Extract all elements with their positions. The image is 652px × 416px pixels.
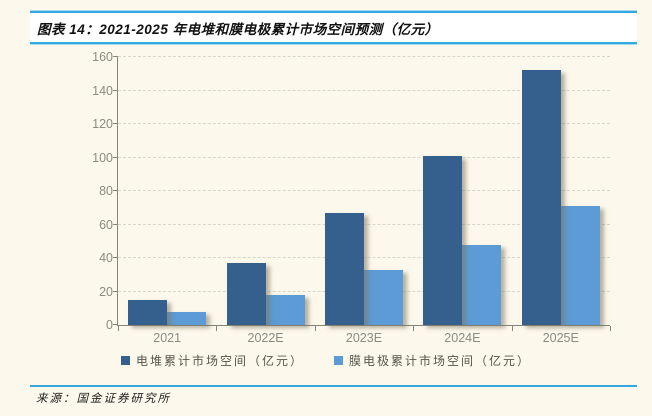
bar-2023E-series2 [364, 269, 403, 325]
grid-line [118, 123, 610, 124]
x-axis-tick [610, 326, 611, 331]
bar-2023E-series1 [325, 212, 364, 325]
grid-line [118, 156, 610, 158]
bar-chart: 0 20 40 60 80 100 120 140 160 2021 2022E 2023E 2024E… [0, 50, 652, 350]
x-axis-label: 2021 [153, 331, 182, 345]
x-axis-tick [118, 326, 119, 331]
y-axis-label: 0 [106, 318, 113, 332]
y-axis-label: 40 [99, 251, 113, 265]
x-axis-tick [216, 326, 218, 331]
source-note: 来源：国金证券研究所 [36, 393, 171, 405]
y-axis-label: 160 [92, 50, 113, 64]
x-axis-tick [511, 326, 513, 331]
y-axis-tick [113, 56, 118, 57]
x-axis-label: 2024E [444, 331, 481, 345]
x-axis-label: 2022E [247, 331, 284, 345]
bar-2022E-series2 [265, 294, 305, 325]
bar-2025E-series2 [560, 206, 600, 325]
plot-area: 0 20 40 60 80 100 120 140 160 2021 2022E 2023E 2024E… [92, 50, 611, 345]
bar-2025E-series1 [521, 70, 561, 325]
grid-line [118, 190, 610, 191]
y-axis-tick [113, 89, 118, 91]
bar-2021-series1 [128, 299, 168, 325]
bar-2024E-series2 [462, 244, 502, 325]
y-axis-label: 60 [99, 217, 113, 232]
x-axis-label: 2023E [345, 331, 383, 345]
legend-swatch [120, 356, 130, 365]
grid-line [118, 89, 610, 91]
grid-line [118, 257, 610, 258]
legend-item: 电堆累计市场空间（亿元） [120, 352, 304, 369]
y-axis-tick [113, 257, 118, 258]
legend-swatch [334, 356, 343, 365]
y-axis-label: 100 [92, 150, 113, 165]
y-axis-label: 80 [99, 184, 113, 198]
figure-title-band: 图表 14：2021-2025 年电堆和膜电极累计市场空间预测（亿元） [30, 11, 637, 44]
legend-label: 膜电极累计市场空间（亿元） [349, 354, 532, 368]
bar-2024E-series1 [423, 155, 463, 325]
x-axis-label: 2025E [542, 331, 579, 345]
footer-rule [30, 385, 637, 387]
grid-line [118, 223, 610, 225]
y-axis-label: 20 [99, 284, 113, 299]
y-axis-tick [113, 123, 118, 124]
y-axis-label: 120 [92, 117, 113, 131]
x-axis-tick [314, 326, 316, 331]
y-axis-tick [113, 324, 118, 325]
chart-legend: 电堆累计市场空间（亿元） 膜电极累计市场空间（亿元） [0, 352, 652, 369]
y-axis-tick [113, 223, 118, 225]
y-axis-label: 140 [92, 83, 113, 98]
x-axis-tick [413, 326, 415, 331]
y-axis-tick [113, 290, 118, 292]
legend-label: 电堆累计市场空间（亿元） [135, 354, 304, 368]
y-axis-tick [113, 156, 118, 158]
bar-2021-series2 [167, 312, 207, 325]
figure-title: 图表 14：2021-2025 年电堆和膜电极累计市场空间预测（亿元） [37, 21, 439, 37]
legend-item: 膜电极累计市场空间（亿元） [334, 352, 531, 369]
grid-line [118, 56, 610, 57]
bar-2022E-series1 [226, 263, 266, 325]
y-axis-tick [113, 190, 118, 191]
